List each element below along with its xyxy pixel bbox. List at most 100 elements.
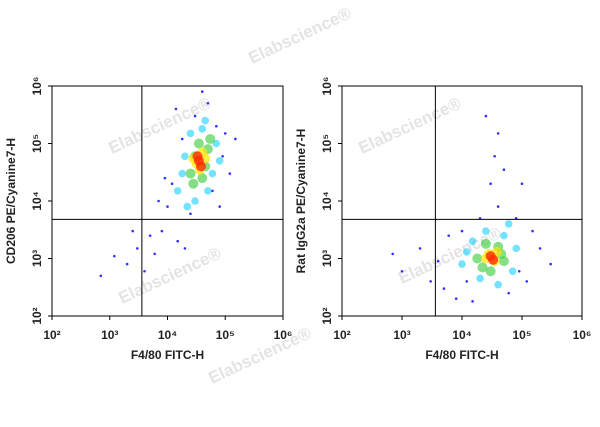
data-point bbox=[185, 168, 196, 179]
data-point bbox=[176, 239, 179, 243]
data-point bbox=[400, 269, 404, 273]
data-point bbox=[549, 262, 552, 266]
data-point bbox=[500, 231, 508, 240]
data-point bbox=[391, 252, 395, 256]
data-point bbox=[489, 182, 492, 185]
data-point bbox=[148, 234, 152, 237]
x-tick-label: 10³ bbox=[393, 328, 410, 342]
data-point bbox=[143, 269, 146, 273]
data-point bbox=[234, 137, 237, 141]
data-point bbox=[458, 260, 466, 268]
y-tick-label: 10⁴ bbox=[320, 191, 334, 210]
y-tick-label: 10⁵ bbox=[320, 134, 334, 153]
plot-frame bbox=[341, 85, 583, 317]
data-point bbox=[531, 229, 534, 233]
data-point bbox=[188, 178, 199, 189]
data-point bbox=[520, 182, 524, 185]
data-point bbox=[218, 205, 221, 208]
data-point bbox=[215, 157, 224, 165]
data-point bbox=[125, 262, 129, 266]
data-point bbox=[183, 247, 187, 250]
data-point bbox=[192, 151, 203, 162]
watermark: Elabscience® bbox=[116, 243, 225, 307]
data-point bbox=[507, 291, 510, 295]
data-point bbox=[163, 176, 167, 180]
data-point bbox=[221, 154, 224, 158]
x-axis-title: F4/80 FITC-H bbox=[425, 348, 498, 362]
data-point bbox=[454, 297, 458, 300]
data-point bbox=[189, 212, 192, 216]
data-point bbox=[460, 229, 464, 233]
data-point bbox=[465, 280, 469, 283]
data-point bbox=[113, 254, 116, 258]
y-tick-label: 10² bbox=[30, 307, 44, 324]
data-point bbox=[201, 116, 210, 125]
y-axis-title: CD206 PE/Cyanine7-H bbox=[4, 138, 18, 264]
data-point bbox=[512, 244, 520, 253]
data-point bbox=[494, 280, 502, 289]
data-point bbox=[471, 300, 474, 303]
data-point bbox=[153, 252, 156, 256]
data-point bbox=[480, 238, 491, 249]
data-point bbox=[504, 220, 513, 228]
x-tick-label: 10⁶ bbox=[573, 328, 592, 342]
data-point bbox=[99, 274, 103, 278]
plot: 10² 10³ 10⁴ 10⁵ 10⁶ 10² 10³ 10⁴ 10⁵ 10⁶ F4/80 FITC… bbox=[294, 77, 591, 363]
data-point bbox=[468, 237, 477, 245]
data-point bbox=[517, 269, 521, 273]
data-point bbox=[211, 189, 214, 193]
data-point bbox=[173, 187, 182, 195]
x-tick-label: 10² bbox=[43, 328, 60, 342]
data-point bbox=[228, 172, 232, 175]
x-tick-label: 10⁵ bbox=[513, 328, 532, 342]
data-point bbox=[157, 199, 160, 203]
data-point bbox=[200, 90, 204, 93]
data-point bbox=[502, 168, 506, 172]
x-tick-label: 10⁴ bbox=[452, 328, 471, 342]
data-point bbox=[442, 287, 446, 290]
data-point bbox=[223, 132, 227, 135]
data-point bbox=[206, 102, 210, 105]
y-tick-label: 10⁵ bbox=[30, 134, 44, 153]
data-point bbox=[472, 253, 483, 264]
data-point bbox=[493, 154, 496, 158]
y-tick-label: 10² bbox=[320, 307, 334, 324]
data-point bbox=[538, 247, 542, 250]
y-tick-label: 10³ bbox=[30, 250, 44, 267]
data-point bbox=[195, 161, 206, 172]
data-point bbox=[496, 132, 500, 135]
data-point bbox=[447, 234, 450, 237]
x-tick-label: 10⁶ bbox=[274, 328, 293, 342]
y-tick-label: 10⁴ bbox=[30, 191, 44, 210]
data-point bbox=[174, 107, 178, 111]
plot: 10² 10³ 10⁴ 10⁵ 10⁶ 10² 10³ 10⁴ 10⁵ 10⁶ F4/80 FITC… bbox=[4, 77, 292, 363]
data-point bbox=[429, 280, 432, 283]
data-point bbox=[205, 133, 216, 144]
data-point bbox=[476, 274, 484, 283]
data-point bbox=[183, 202, 192, 211]
data-point bbox=[525, 280, 529, 283]
data-point bbox=[191, 197, 199, 205]
data-point bbox=[193, 138, 204, 149]
x-tick-label: 10⁴ bbox=[158, 328, 177, 342]
data-point bbox=[508, 267, 517, 276]
data-point bbox=[485, 266, 496, 277]
watermark: Elabscience® bbox=[356, 93, 465, 157]
data-point bbox=[488, 254, 499, 265]
data-point bbox=[186, 129, 195, 138]
data-point bbox=[181, 152, 189, 161]
data-point bbox=[136, 247, 139, 250]
data-point bbox=[198, 125, 207, 133]
data-point bbox=[197, 173, 208, 184]
data-point bbox=[484, 114, 488, 118]
x-tick-label: 10³ bbox=[101, 328, 118, 342]
data-point bbox=[418, 247, 422, 250]
y-tick-label: 10⁶ bbox=[30, 77, 44, 96]
data-point bbox=[496, 205, 500, 208]
data-point bbox=[166, 205, 169, 208]
data-point bbox=[215, 124, 218, 128]
data-point bbox=[160, 229, 164, 233]
data-point bbox=[193, 114, 197, 118]
data-point bbox=[170, 182, 174, 185]
